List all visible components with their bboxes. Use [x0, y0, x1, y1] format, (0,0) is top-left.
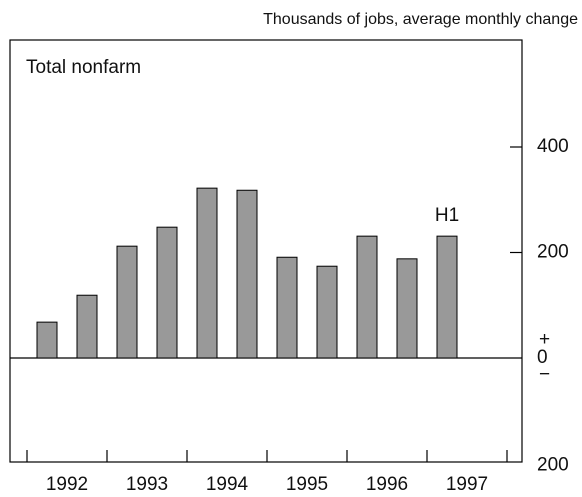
annotation: H1	[435, 205, 459, 226]
x-tick-label: 1995	[286, 474, 328, 495]
x-tick-label: 1994	[206, 474, 249, 495]
bar	[396, 258, 418, 359]
bar	[276, 256, 298, 359]
bar	[36, 321, 58, 359]
y-tick-label: 200	[537, 242, 569, 263]
bar	[316, 265, 338, 359]
x-tick-label: 1997	[446, 474, 488, 495]
bar	[236, 189, 258, 359]
chart-title: Total nonfarm	[26, 57, 141, 78]
plot-frame	[9, 39, 523, 463]
zero-sign: +	[539, 329, 550, 350]
x-tick-label: 1993	[126, 474, 168, 495]
bar	[76, 294, 98, 359]
x-tick-label: 1996	[366, 474, 408, 495]
bar	[116, 245, 138, 359]
bar	[356, 235, 378, 359]
bar	[436, 235, 458, 359]
x-tick-label: 1992	[46, 474, 88, 495]
bar	[156, 226, 178, 359]
y-tick-label: 200	[537, 455, 569, 476]
bar	[196, 187, 218, 359]
y-tick-label: 400	[537, 136, 569, 157]
zero-sign: −	[539, 364, 550, 385]
y-tick-label: 0	[537, 347, 548, 368]
axis-label: Thousands of jobs, average monthly chang…	[263, 11, 578, 28]
